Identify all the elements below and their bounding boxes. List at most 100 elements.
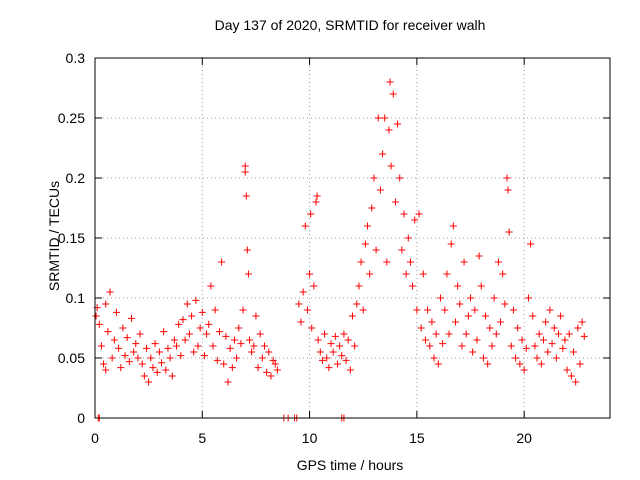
data-point	[370, 174, 378, 182]
data-point	[127, 314, 135, 322]
data-point	[351, 342, 359, 350]
data-point	[477, 282, 485, 290]
data-point	[170, 336, 178, 344]
data-point	[546, 306, 554, 314]
data-point	[181, 336, 189, 344]
data-point	[312, 198, 320, 206]
data-point	[458, 342, 466, 350]
data-point	[316, 348, 324, 356]
data-point	[329, 348, 337, 356]
data-point	[110, 336, 118, 344]
data-point	[200, 352, 208, 360]
data-point	[557, 312, 565, 320]
data-point	[445, 330, 453, 338]
data-point	[243, 246, 251, 254]
data-point	[567, 372, 575, 380]
data-point	[149, 364, 157, 372]
data-point	[295, 300, 303, 308]
data-point	[406, 258, 414, 266]
data-point	[242, 192, 250, 200]
data-point	[314, 336, 322, 344]
data-point	[145, 378, 153, 386]
data-point	[552, 354, 560, 362]
data-point	[134, 354, 142, 362]
data-point	[297, 318, 305, 326]
data-point	[452, 318, 459, 326]
data-point	[497, 318, 505, 326]
data-point	[325, 364, 333, 372]
data-point	[313, 192, 321, 200]
data-point	[173, 342, 181, 350]
data-point	[417, 324, 425, 332]
data-point	[563, 366, 571, 374]
data-point	[509, 306, 517, 314]
data-point	[484, 360, 492, 368]
data-point	[192, 296, 200, 304]
data-point	[518, 336, 526, 344]
data-point	[213, 356, 221, 364]
data-point	[104, 328, 112, 336]
data-point	[482, 312, 490, 320]
data-point	[488, 342, 496, 350]
data-point	[415, 210, 423, 218]
data-point	[580, 332, 588, 340]
data-point	[267, 372, 275, 380]
data-points	[92, 78, 588, 422]
data-point	[338, 352, 346, 360]
data-point	[430, 354, 438, 362]
data-point	[263, 368, 271, 376]
data-point	[366, 270, 374, 278]
data-point	[220, 360, 228, 368]
grid	[95, 58, 610, 418]
data-point	[143, 344, 150, 352]
data-point	[389, 90, 397, 98]
data-point	[224, 378, 232, 386]
data-point	[166, 354, 174, 362]
data-point	[108, 354, 116, 362]
data-point	[177, 352, 185, 360]
data-point	[175, 320, 183, 328]
data-point	[374, 114, 382, 122]
data-point	[428, 318, 436, 326]
data-point	[421, 336, 429, 344]
data-point	[308, 324, 316, 332]
data-point	[357, 258, 365, 266]
x-tick-label: 15	[409, 430, 425, 446]
data-point	[130, 348, 138, 356]
data-point	[507, 342, 515, 350]
data-point	[241, 162, 249, 170]
data-point	[307, 210, 315, 218]
data-point	[372, 246, 380, 254]
data-point	[248, 348, 256, 356]
data-point	[516, 360, 524, 368]
data-point	[379, 150, 387, 158]
data-point	[394, 120, 402, 128]
data-point	[205, 320, 213, 328]
data-point	[153, 368, 161, 376]
data-point	[155, 348, 163, 356]
data-point	[522, 344, 530, 352]
data-point	[346, 366, 354, 374]
data-point	[411, 216, 419, 224]
data-point	[209, 342, 217, 350]
data-point	[574, 324, 582, 332]
data-point	[548, 340, 556, 348]
data-point	[164, 344, 172, 352]
data-point	[505, 228, 513, 236]
data-point	[531, 342, 539, 350]
data-point	[432, 330, 440, 338]
data-point	[396, 174, 404, 182]
data-point	[140, 372, 148, 380]
data-point	[215, 328, 223, 336]
y-tick-label: 0.1	[66, 290, 86, 306]
data-point	[185, 330, 193, 338]
data-point	[168, 372, 176, 380]
data-point	[537, 360, 545, 368]
data-point	[402, 270, 410, 278]
y-tick-label: 0.15	[58, 230, 85, 246]
data-point	[535, 330, 543, 338]
data-point	[464, 312, 472, 320]
data-point	[475, 252, 483, 260]
x-tick-label: 20	[516, 430, 532, 446]
data-point	[520, 366, 528, 374]
